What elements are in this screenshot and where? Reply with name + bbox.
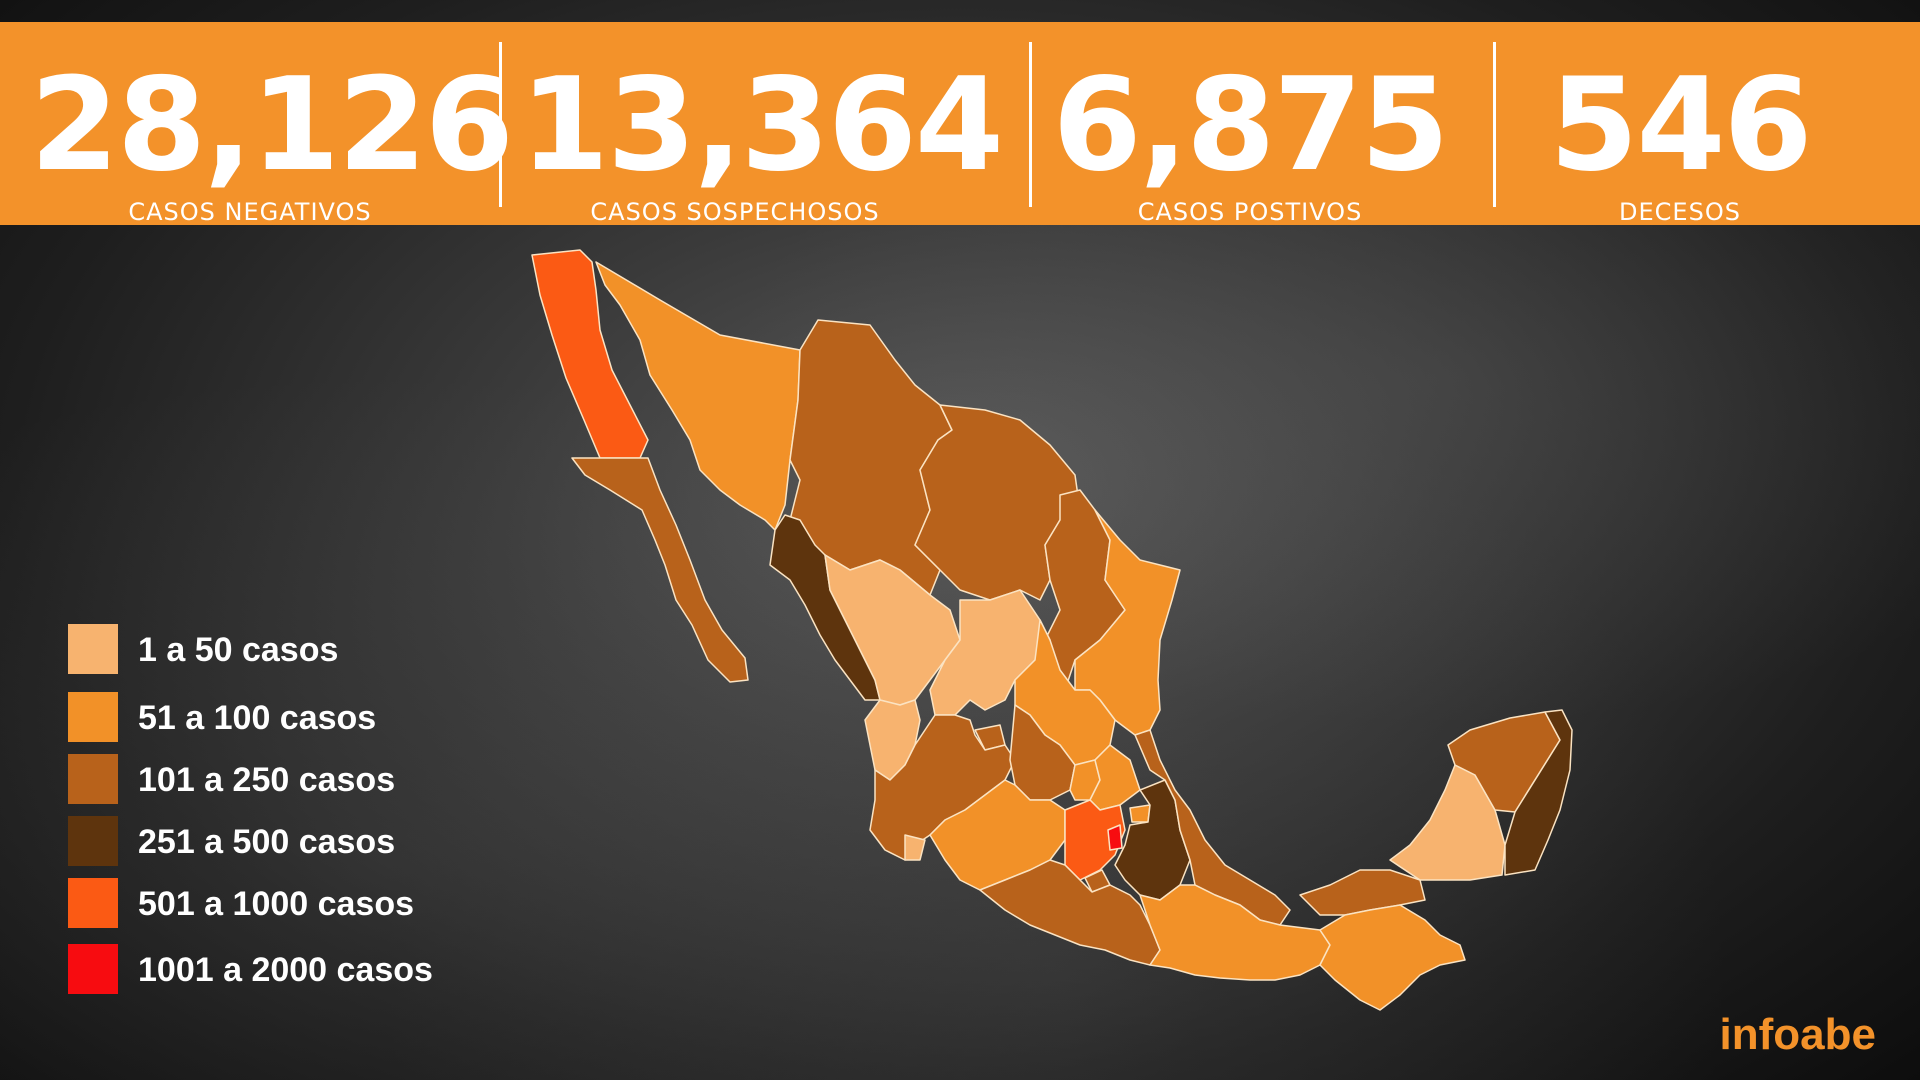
legend-item: 501 a 1000 casos	[68, 878, 588, 928]
stat-positive-cases: 6,875 CASOS POSTIVOS	[1050, 22, 1450, 227]
stat-label: CASOS SOSPECHOSOS	[590, 198, 880, 226]
state-durango	[824, 554, 961, 706]
stat-label: CASOS NEGATIVOS	[128, 198, 372, 226]
state-baja-california	[531, 249, 649, 459]
legend-item: 101 a 250 casos	[68, 754, 588, 804]
legend-item: 51 a 100 casos	[68, 692, 588, 742]
stat-label: CASOS POSTIVOS	[1137, 198, 1363, 226]
state-chiapas	[1319, 904, 1466, 1011]
legend-swatch	[68, 754, 118, 804]
state-ciudad-de-mexico	[1107, 824, 1123, 851]
stat-label: DECESOS	[1619, 198, 1741, 226]
legend-swatch	[68, 816, 118, 866]
stat-divider	[499, 42, 502, 207]
stat-value: 6,875	[1052, 51, 1450, 200]
stat-deaths: 546 DECESOS	[1515, 22, 1845, 227]
legend-label: 101 a 250 casos	[138, 761, 396, 799]
legend-label: 251 a 500 casos	[138, 823, 396, 861]
state-quintana-roo	[1504, 709, 1573, 876]
stat-value: 28,126	[30, 51, 514, 200]
state-coahuila	[914, 404, 1081, 601]
legend-label: 51 a 100 casos	[138, 699, 377, 737]
legend-label: 501 a 1000 casos	[138, 885, 415, 923]
state-colima	[904, 834, 926, 861]
stat-divider	[1493, 42, 1496, 207]
legend-label: 1001 a 2000 casos	[138, 951, 433, 989]
stats-banner: 28,126 CASOS NEGATIVOS 13,364 CASOS SOSP…	[0, 22, 1920, 227]
legend-swatch	[68, 624, 118, 674]
legend-item: 1001 a 2000 casos	[68, 944, 588, 994]
state-jalisco	[869, 714, 1016, 861]
state-zacatecas	[929, 589, 1051, 716]
legend-label: 1 a 50 casos	[138, 631, 339, 669]
stat-suspected-cases: 13,364 CASOS SOSPECHOSOS	[520, 22, 1004, 227]
state-baja-california-sur	[571, 457, 749, 683]
legend-swatch	[68, 878, 118, 928]
state-tlaxcala	[1129, 804, 1151, 823]
infobae-logo: infoabe	[1719, 1010, 1876, 1059]
stat-value: 546	[1549, 51, 1812, 200]
state-guerrero	[979, 859, 1161, 966]
stat-value: 13,364	[520, 51, 1004, 200]
state-estado-de-mexico	[1064, 799, 1126, 881]
stat-negative-cases: 28,126 CASOS NEGATIVOS	[30, 22, 514, 227]
legend-swatch	[68, 692, 118, 742]
legend-item: 251 a 500 casos	[68, 816, 588, 866]
legend-item: 1 a 50 casos	[68, 624, 588, 674]
stat-divider	[1029, 42, 1032, 207]
legend-swatch	[68, 944, 118, 994]
state-tabasco	[1299, 869, 1426, 916]
